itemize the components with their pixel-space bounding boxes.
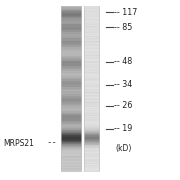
Text: --: -- — [47, 138, 57, 147]
Text: MRPS21: MRPS21 — [3, 139, 34, 148]
Text: -- 34: -- 34 — [114, 80, 132, 89]
Text: -- 48: -- 48 — [114, 57, 132, 66]
Text: -- 26: -- 26 — [114, 102, 132, 111]
Text: -- 85: -- 85 — [114, 22, 132, 32]
Text: -- 19: -- 19 — [114, 125, 132, 134]
Text: -- 117: -- 117 — [114, 8, 137, 17]
Text: (kD): (kD) — [116, 144, 132, 153]
